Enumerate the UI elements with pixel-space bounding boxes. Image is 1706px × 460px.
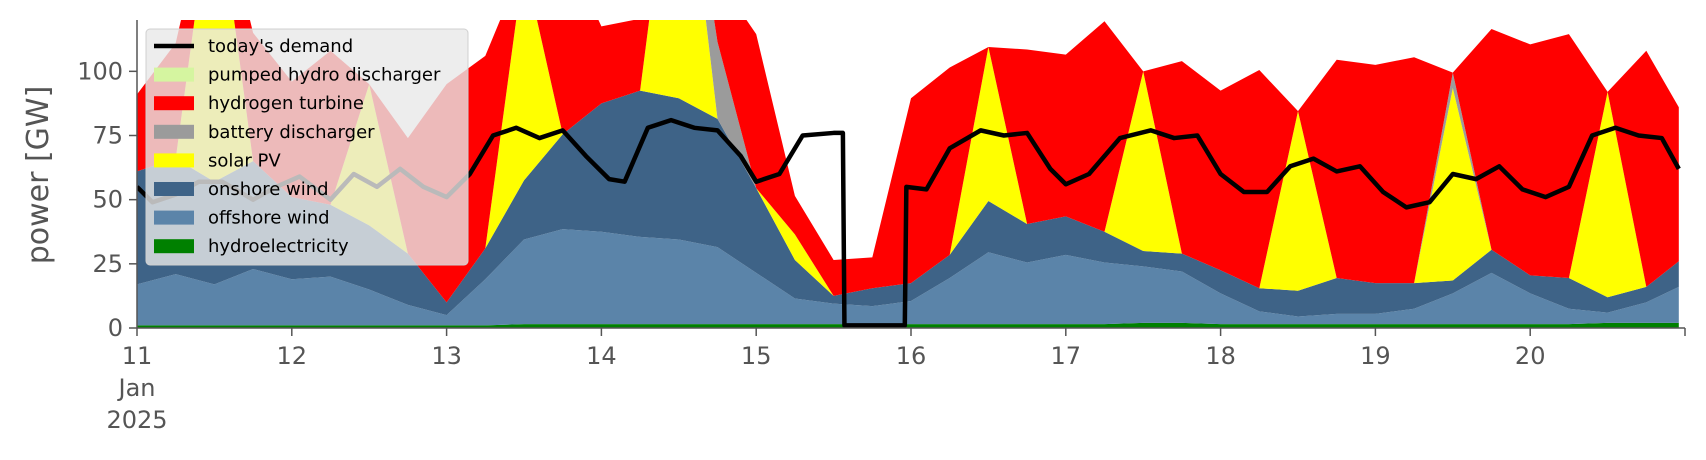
x-tick-label: 19: [1360, 342, 1391, 370]
y-axis-title: power [GW]: [21, 86, 56, 265]
tick-labels: 0 25 50 75 100 11 12 13 14 15 16 17 18 19 20 Jan 2025: [77, 57, 1686, 434]
x-tick-label: 15: [741, 342, 772, 370]
legend-swatch: [154, 182, 194, 196]
x-tick-label: 18: [1205, 342, 1236, 370]
legend-label: pumped hydro discharger: [208, 65, 441, 86]
legend-swatch: [154, 153, 194, 168]
x-tick-label: 12: [277, 342, 308, 370]
y-tick-label: 0: [108, 314, 123, 342]
area-hydrogen-turbine: [137, 20, 1679, 303]
legend-swatch: [154, 67, 194, 82]
legend-swatch: [154, 239, 194, 254]
area-offshore-wind: [137, 229, 1679, 326]
y-tick-label: 50: [92, 186, 123, 214]
legend-label: today's demand: [208, 36, 353, 57]
x-tick-label: 17: [1051, 342, 1082, 370]
x-tick-sublabel: Jan: [117, 374, 156, 402]
legend-box: [145, 28, 469, 266]
legend-label: hydrogen turbine: [208, 93, 364, 114]
legend-label: battery discharger: [208, 122, 375, 143]
y-tick-label: 75: [92, 122, 123, 150]
x-tick-label: 13: [431, 342, 462, 370]
y-tick-label: 100: [77, 57, 123, 85]
x-tick-label: 20: [1515, 342, 1546, 370]
x-tick-label: 14: [586, 342, 617, 370]
x-tick-label: 11: [122, 342, 153, 370]
legend-label: hydroelectricity: [208, 236, 349, 257]
area-solar-pv: [137, 20, 1679, 303]
x-tick-label: 16: [896, 342, 927, 370]
x-tick-sublabel: 2025: [106, 406, 167, 434]
legend-swatch: [154, 210, 194, 225]
stacked-area-layer: [137, 20, 1679, 328]
legend-swatch: [154, 124, 194, 139]
legend-swatch: [154, 96, 194, 111]
legend-label: offshore wind: [208, 208, 330, 229]
legend-label: onshore wind: [208, 179, 329, 200]
legend: today's demand pumped hydro discharger hyd…: [145, 28, 469, 266]
y-tick-label: 25: [92, 250, 123, 278]
legend-label: solar PV: [208, 150, 281, 171]
